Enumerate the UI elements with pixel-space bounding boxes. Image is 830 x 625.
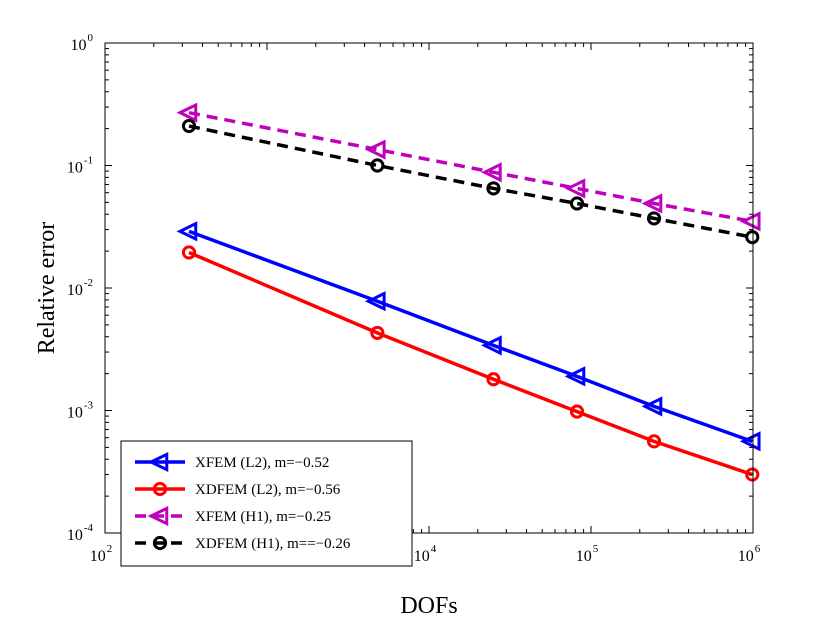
data-point-triangle [641,396,663,417]
y-axis-label: Relative error [34,222,60,355]
series-line [188,110,753,224]
series-line [188,124,753,239]
legend-label: XFEM (L2), m=−0.52 [195,455,329,471]
data-point-triangle [364,139,386,160]
legend-label: XDFEM (L2), m=−0.56 [195,482,341,498]
series-4 [181,118,760,245]
legend-item: XFEM (L2), m=−0.52 [135,451,329,473]
plot-area [176,102,761,482]
data-point-triangle [641,193,663,214]
data-point-triangle [481,335,502,356]
data-point-circle [370,158,385,173]
data-point-circle [646,434,662,449]
data-point-circle [646,211,662,226]
data-point-triangle [739,211,761,232]
data-point-circle [569,196,585,211]
data-point-circle [745,467,760,482]
data-point-circle [745,230,760,245]
data-point-triangle [147,451,169,473]
series-3 [176,102,761,232]
legend: XFEM (L2), m=−0.52 XDFEM (L2), m=−0.56 XFE… [120,440,413,567]
data-point-circle [486,181,501,196]
series-line [188,250,753,477]
series-1 [176,221,761,452]
data-point-triangle [176,221,198,242]
data-point-circle [569,404,585,419]
data-point-triangle [147,505,169,527]
data-point-circle [486,372,501,387]
data-point-triangle [564,366,586,387]
data-point-triangle [364,291,386,312]
data-point-circle [152,535,168,551]
data-point-circle [181,118,197,134]
legend-label: XDFEM (H1), m==−0.26 [195,536,351,552]
legend-item: XDFEM (H1), m==−0.26 [135,535,351,552]
legend-item: XFEM (H1), m=−0.25 [135,505,331,527]
data-point-circle [370,325,385,340]
legend-item: XDFEM (L2), m=−0.56 [135,481,341,498]
data-point-triangle [481,162,502,183]
legend-label: XFEM (H1), m=−0.25 [195,509,331,525]
data-point-circle [181,245,197,260]
data-point-triangle [564,178,586,199]
data-point-triangle [176,102,198,123]
series-2 [181,245,760,482]
series-line [188,229,753,443]
x-axis-label: DOFs [400,593,457,619]
data-point-circle [152,481,168,497]
